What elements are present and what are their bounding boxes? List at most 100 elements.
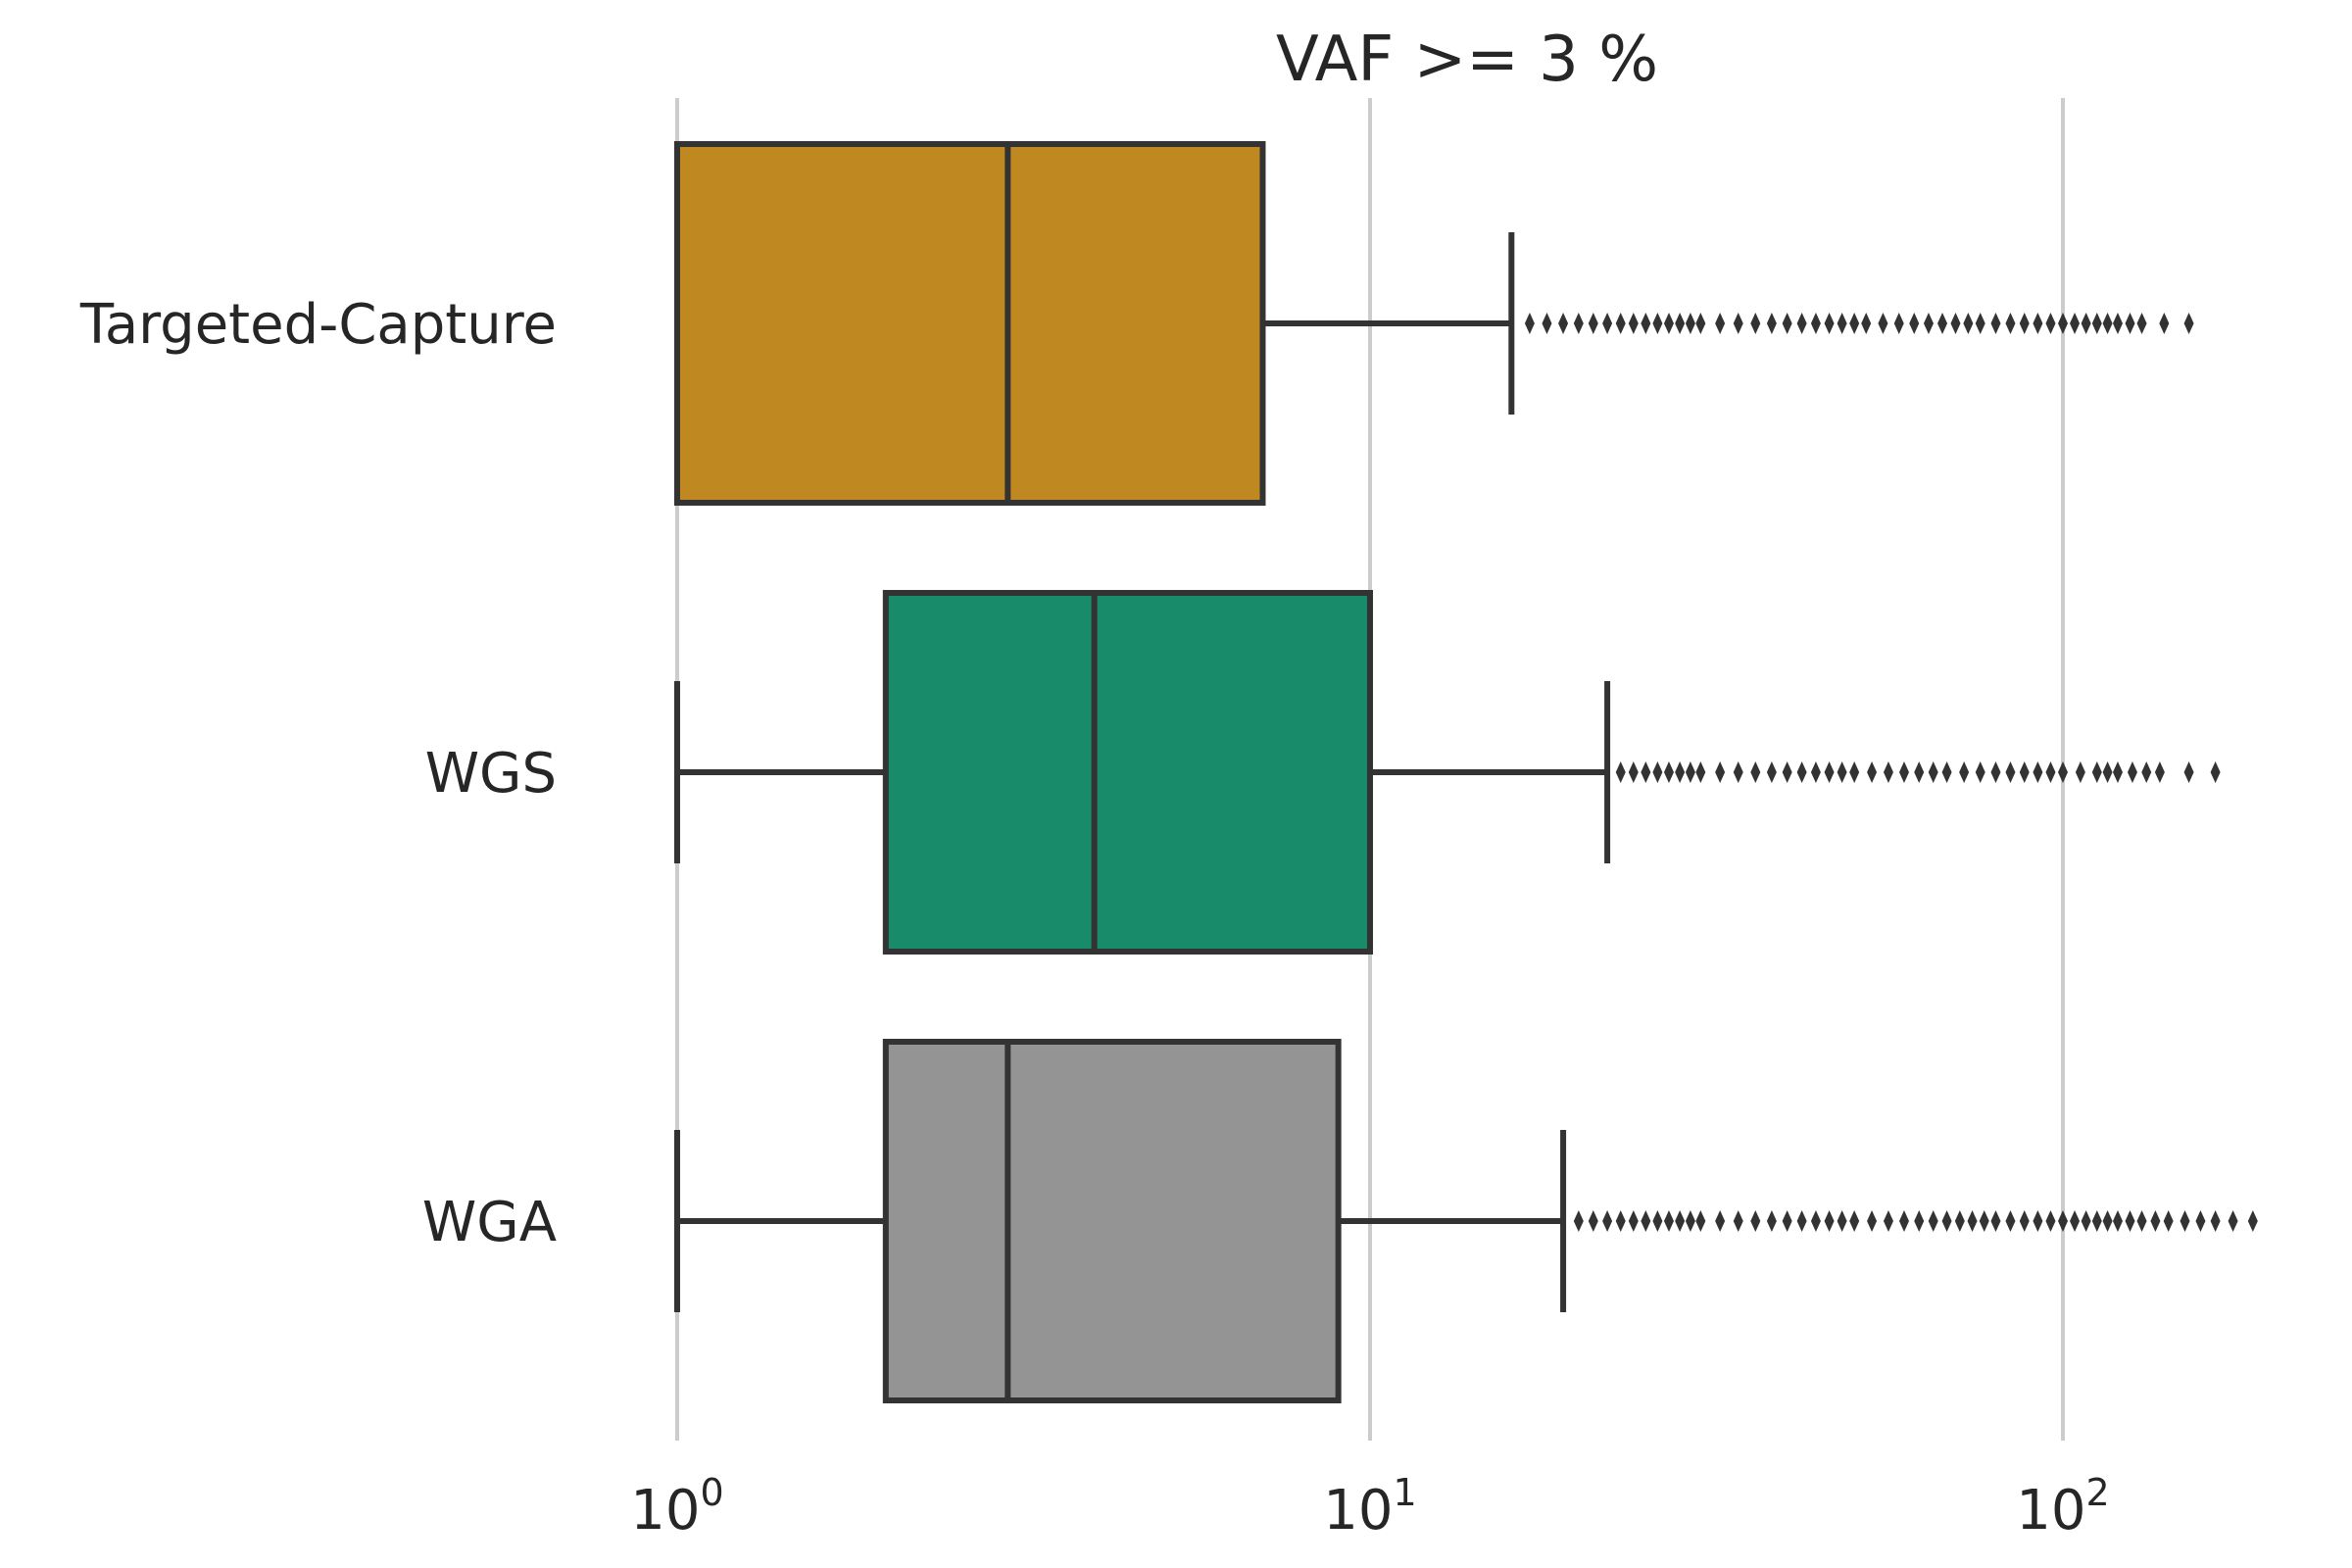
outlier-point bbox=[1685, 1210, 1695, 1232]
outlier-point bbox=[1975, 313, 1985, 334]
outlier-point bbox=[1652, 313, 1663, 334]
outlier-point bbox=[2210, 761, 2221, 783]
iqr-box bbox=[882, 1039, 1342, 1403]
outlier-point bbox=[1937, 313, 1948, 334]
outlier-point bbox=[1849, 1210, 1860, 1232]
outlier-point bbox=[2005, 761, 2016, 783]
x-tick-exponent: 1 bbox=[1394, 1471, 1417, 1514]
box-group-wga bbox=[674, 1039, 2258, 1403]
outlier-point bbox=[2033, 1210, 2043, 1232]
category-label: Targeted-Capture bbox=[79, 293, 557, 357]
outlier-point bbox=[1810, 1210, 1821, 1232]
outlier-point bbox=[2125, 313, 2135, 334]
outlier-point bbox=[2081, 1210, 2091, 1232]
outlier-point bbox=[2102, 313, 2113, 334]
outlier-point bbox=[1695, 313, 1706, 334]
outlier-point bbox=[2075, 761, 2085, 783]
outlier-point bbox=[1641, 313, 1651, 334]
box-group-wgs bbox=[674, 590, 2221, 955]
outlier-point bbox=[1893, 313, 1904, 334]
outlier-point bbox=[2136, 313, 2147, 334]
outlier-point bbox=[1810, 761, 1821, 783]
outlier-point bbox=[1641, 761, 1651, 783]
outlier-point bbox=[1796, 313, 1807, 334]
outlier-point bbox=[1652, 761, 1663, 783]
outlier-point bbox=[1967, 1210, 1978, 1232]
iqr-box bbox=[674, 141, 1266, 506]
outlier-point bbox=[1914, 1210, 1925, 1232]
outlier-point bbox=[1695, 1210, 1706, 1232]
outlier-point bbox=[1750, 1210, 1761, 1232]
outlier-point bbox=[1941, 1210, 1952, 1232]
outlier-point bbox=[1663, 1210, 1674, 1232]
outlier-point bbox=[1602, 313, 1613, 334]
outlier-point bbox=[1573, 1210, 1584, 1232]
outlier-point bbox=[2127, 761, 2137, 783]
x-tick-base: 10 bbox=[1323, 1479, 1393, 1543]
outlier-point bbox=[2163, 1210, 2174, 1232]
outlier-point bbox=[1928, 761, 1938, 783]
x-tick-label: 102 bbox=[2016, 1471, 2109, 1543]
outlier-point bbox=[2183, 761, 2194, 783]
outlier-point bbox=[1715, 1210, 1726, 1232]
outlier-point bbox=[1750, 313, 1761, 334]
outlier-point bbox=[1898, 1210, 1909, 1232]
outlier-point bbox=[1628, 1210, 1639, 1232]
outlier-point bbox=[1810, 313, 1821, 334]
outlier-point bbox=[1602, 1210, 1613, 1232]
outlier-point bbox=[2033, 761, 2043, 783]
outlier-point bbox=[1615, 761, 1626, 783]
box-group-targeted-capture bbox=[674, 141, 2194, 506]
outlier-point bbox=[2081, 313, 2091, 334]
x-tick-exponent: 0 bbox=[701, 1471, 724, 1514]
outlier-point bbox=[1675, 313, 1686, 334]
outlier-point bbox=[1542, 313, 1552, 334]
outlier-point bbox=[1588, 313, 1598, 334]
outlier-point bbox=[2150, 1210, 2161, 1232]
outlier-point bbox=[1652, 1210, 1663, 1232]
outlier-point bbox=[2180, 1210, 2190, 1232]
outlier-point bbox=[2019, 761, 2030, 783]
outlier-point bbox=[1663, 313, 1674, 334]
outlier-point bbox=[2005, 313, 2016, 334]
outlier-point bbox=[1615, 1210, 1626, 1232]
outlier-point bbox=[1824, 313, 1835, 334]
outlier-point bbox=[1588, 1210, 1598, 1232]
outlier-point bbox=[2070, 1210, 2081, 1232]
outlier-point bbox=[1663, 761, 1674, 783]
outlier-point bbox=[1867, 1210, 1878, 1232]
outlier-point bbox=[1824, 761, 1835, 783]
outlier-point bbox=[1766, 1210, 1777, 1232]
outlier-point bbox=[1715, 761, 1726, 783]
outlier-point bbox=[2112, 313, 2123, 334]
outlier-point bbox=[2045, 761, 2056, 783]
outlier-point bbox=[1975, 761, 1985, 783]
outlier-point bbox=[1878, 313, 1888, 334]
x-tick-base: 10 bbox=[630, 1479, 700, 1543]
outlier-point bbox=[1675, 761, 1686, 783]
outlier-point bbox=[1628, 313, 1639, 334]
outlier-point bbox=[1628, 761, 1639, 783]
outlier-point bbox=[2159, 313, 2170, 334]
outlier-point bbox=[2091, 313, 2102, 334]
x-tick-label: 100 bbox=[630, 1471, 723, 1543]
outlier-point bbox=[1837, 1210, 1847, 1232]
outlier-point bbox=[1750, 761, 1761, 783]
outlier-point bbox=[1782, 313, 1792, 334]
outlier-point bbox=[2045, 313, 2056, 334]
outlier-point bbox=[2125, 1210, 2135, 1232]
outlier-point bbox=[1796, 761, 1807, 783]
outlier-point bbox=[2058, 313, 2068, 334]
outlier-point bbox=[2136, 1210, 2147, 1232]
outlier-point bbox=[2005, 1210, 2016, 1232]
outlier-point bbox=[1573, 313, 1584, 334]
outlier-point bbox=[1914, 761, 1925, 783]
outlier-point bbox=[1675, 1210, 1686, 1232]
box-layer bbox=[674, 141, 2258, 1403]
outlier-point bbox=[2102, 761, 2113, 783]
outlier-point bbox=[1837, 313, 1847, 334]
iqr-box bbox=[882, 590, 1373, 955]
outlier-point bbox=[2195, 1210, 2206, 1232]
